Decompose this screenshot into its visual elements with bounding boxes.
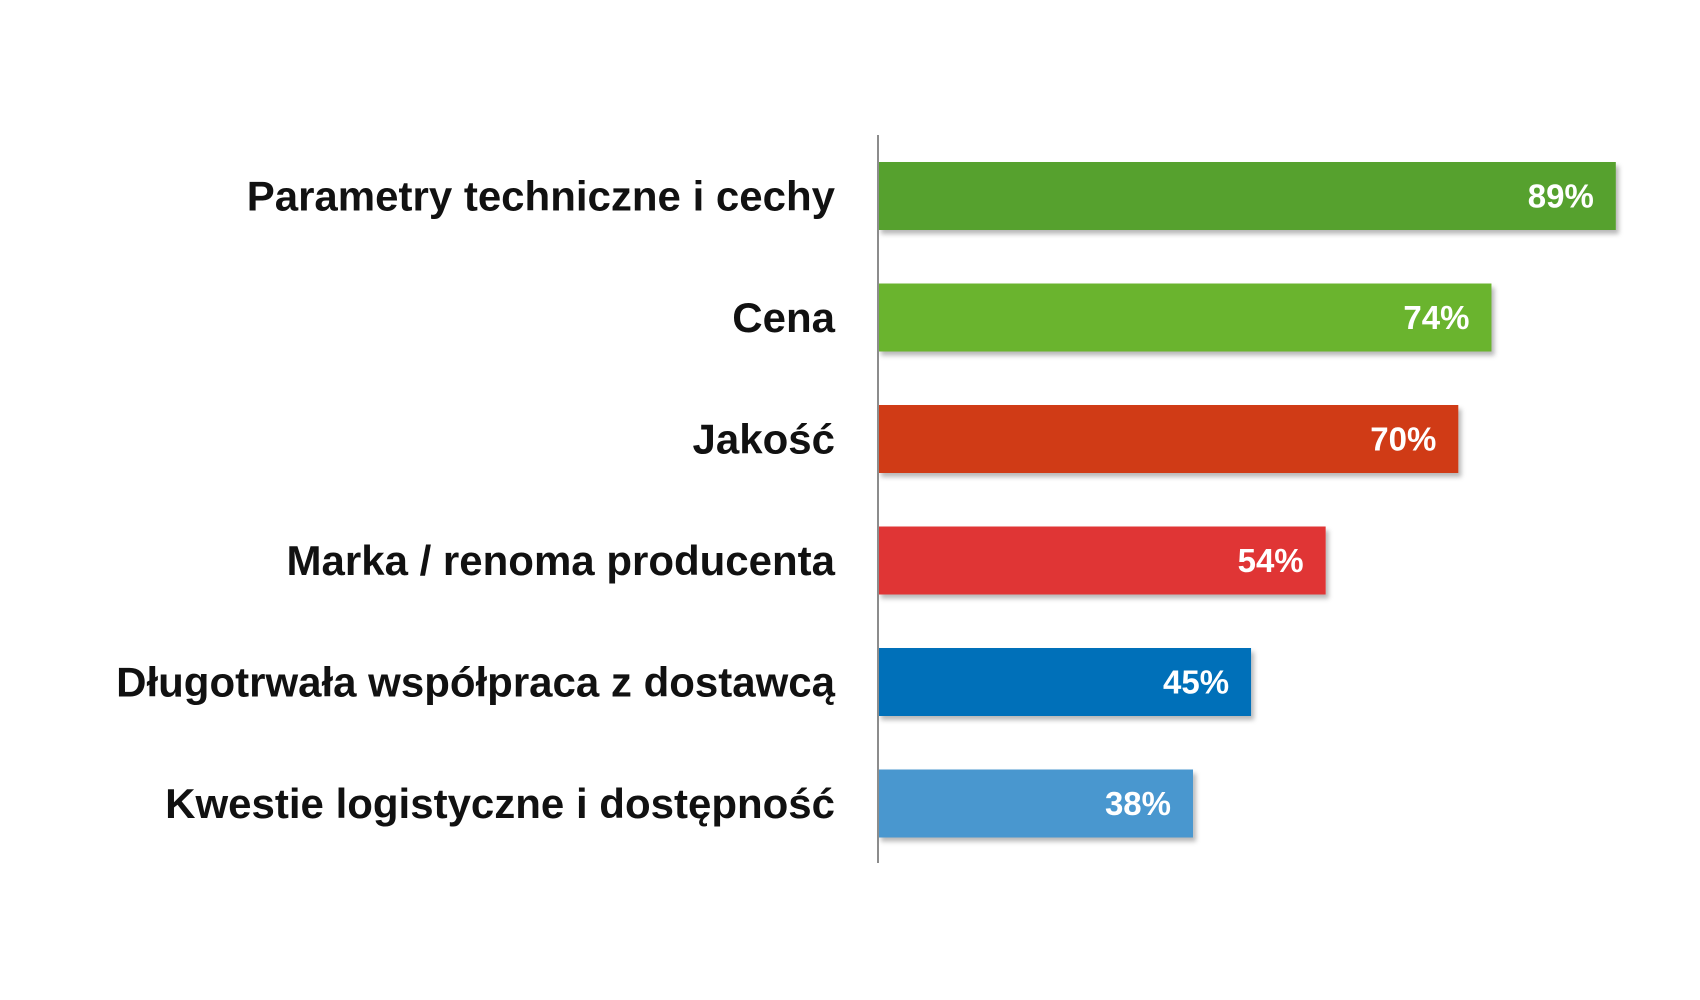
category-label: Kwestie logistyczne i dostępność: [165, 780, 835, 827]
bar: [878, 405, 1459, 473]
bar-value-label: 74%: [1403, 299, 1469, 336]
category-label: Jakość: [693, 416, 835, 463]
bar-value-label: 38%: [1105, 785, 1171, 822]
bar-value-label: 54%: [1238, 542, 1304, 579]
bar: [878, 526, 1326, 595]
bar: [878, 162, 1616, 230]
bar-value-label: 45%: [1163, 664, 1229, 701]
category-labels-layer: Parametry techniczne i cechy Cena Jakość Ma…: [116, 173, 835, 828]
bar: [878, 283, 1492, 352]
category-label: Parametry techniczne i cechy: [247, 173, 836, 220]
category-label: Długotrwała współpraca z dostawcą: [116, 659, 835, 706]
bar-value-label: 70%: [1370, 421, 1436, 458]
category-label: Marka / renoma producenta: [287, 537, 836, 584]
bars-layer: 89% 74% 70% 54% 45% 38%: [878, 162, 1616, 838]
category-label: Cena: [732, 294, 835, 341]
bar-value-label: 89%: [1528, 178, 1594, 215]
bar: [878, 769, 1194, 838]
bar: [878, 648, 1252, 716]
